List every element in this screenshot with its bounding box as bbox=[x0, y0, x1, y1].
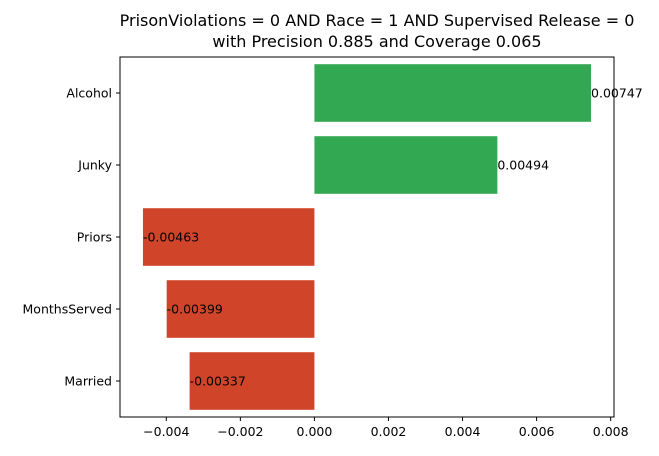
data-label-priors: -0.00463 bbox=[143, 230, 199, 245]
x-tick-label: 0.008 bbox=[593, 424, 629, 439]
data-label-junky: 0.00494 bbox=[497, 158, 549, 173]
y-tick-label-alcohol: Alcohol bbox=[66, 86, 112, 101]
chart-title-line-2: with Precision 0.885 and Coverage 0.065 bbox=[212, 32, 541, 51]
y-axis: Alcohol Junky Priors MonthsServed Married bbox=[23, 86, 120, 389]
bar-monthsserved bbox=[166, 280, 315, 338]
x-tick-label: 0.002 bbox=[371, 424, 407, 439]
data-label-monthsserved: -0.00399 bbox=[167, 302, 223, 317]
y-tick-label-priors: Priors bbox=[77, 230, 112, 245]
bar-priors bbox=[142, 208, 315, 266]
y-tick-label-monthsserved: MonthsServed bbox=[23, 302, 112, 317]
bar-alcohol bbox=[314, 64, 592, 122]
y-tick-label-married: Married bbox=[64, 374, 112, 389]
bars-group: 0.00747 0.00494 -0.00463 -0.00399 -0.00337 bbox=[142, 64, 643, 410]
x-tick-label: −0.004 bbox=[143, 424, 189, 439]
y-tick-label-junky: Junky bbox=[77, 158, 112, 173]
x-tick-label: 0.000 bbox=[297, 424, 333, 439]
x-tick-label: 0.004 bbox=[445, 424, 481, 439]
data-label-alcohol: 0.00747 bbox=[591, 86, 643, 101]
x-tick-label: −0.002 bbox=[217, 424, 263, 439]
x-tick-label: 0.006 bbox=[519, 424, 555, 439]
data-label-married: -0.00337 bbox=[190, 374, 246, 389]
x-axis: −0.004 −0.002 0.000 0.002 0.004 0.006 0.008 bbox=[143, 417, 629, 439]
plot-frame bbox=[119, 56, 615, 418]
bar-junky bbox=[314, 136, 498, 194]
bar-married bbox=[189, 352, 315, 410]
chart-title-line-1: PrisonViolations = 0 AND Race = 1 AND Su… bbox=[120, 11, 635, 30]
